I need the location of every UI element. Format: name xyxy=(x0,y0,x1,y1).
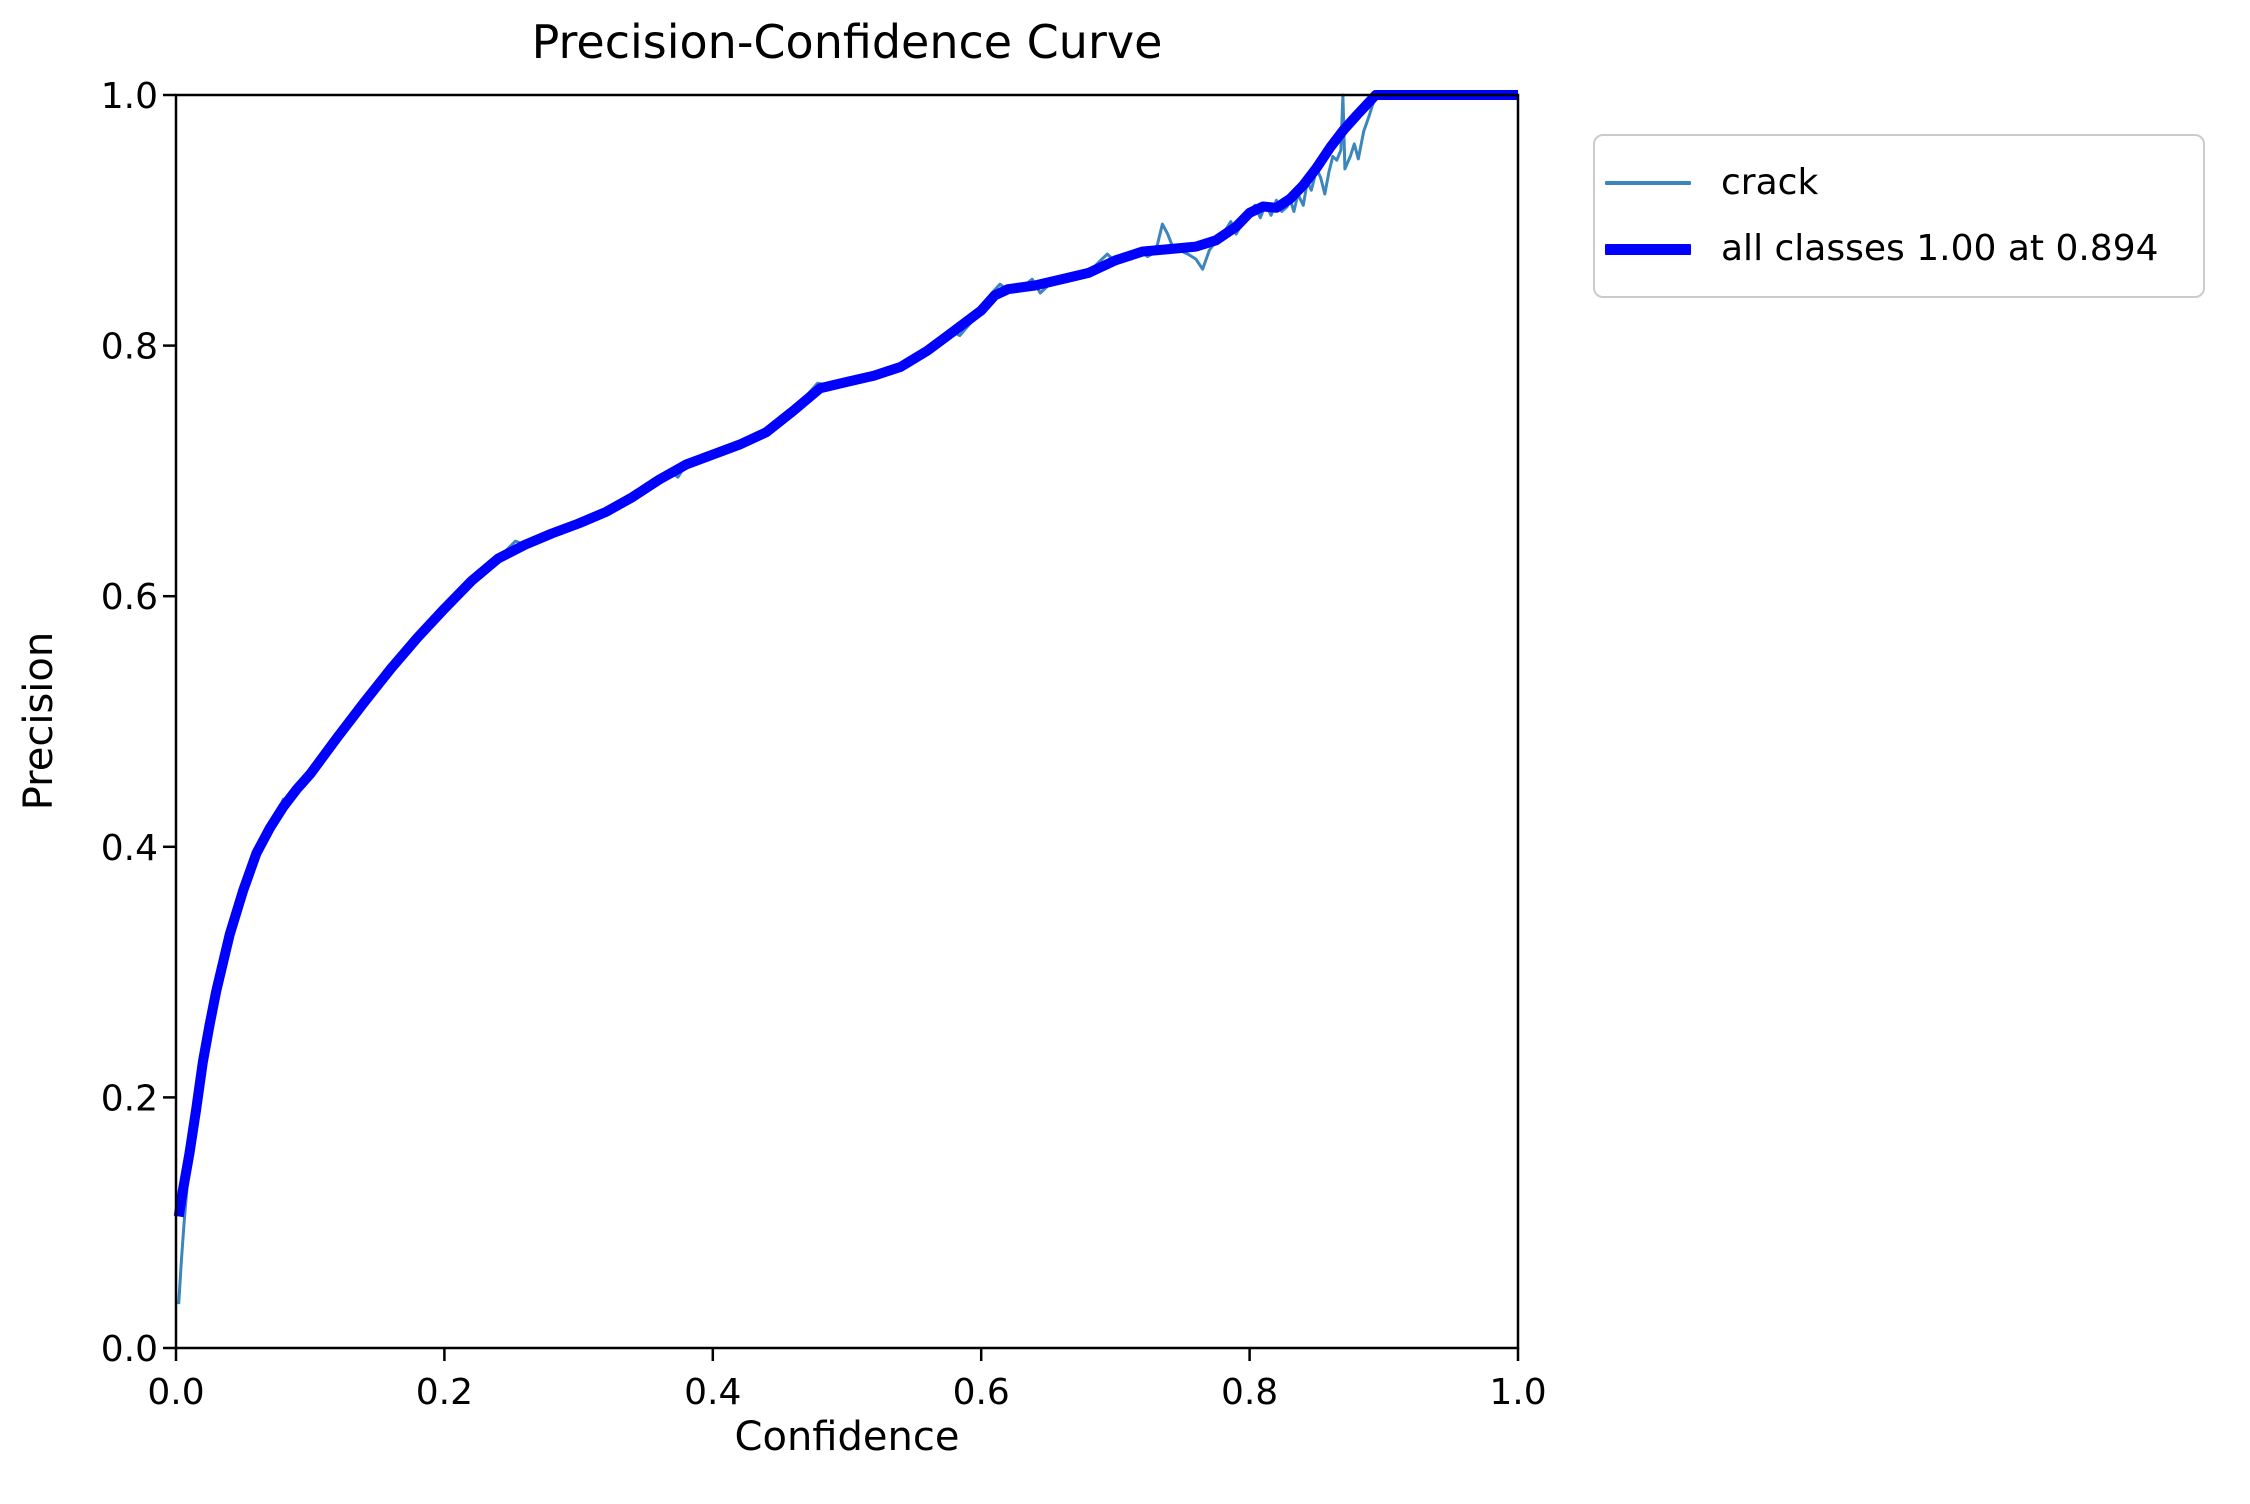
y-tick-label: 0.8 xyxy=(101,327,158,368)
x-tick-label: 1.0 xyxy=(1489,1372,1546,1413)
x-axis-label: Confidence xyxy=(735,1414,960,1460)
legend-label-all-classes: all classes 1.00 at 0.894 xyxy=(1721,228,2159,270)
y-tick-label: 1.0 xyxy=(101,76,158,117)
y-tick-label: 0.0 xyxy=(101,1329,158,1370)
chart-title: Precision-Confidence Curve xyxy=(532,15,1163,69)
x-tick-label: 0.6 xyxy=(953,1372,1010,1413)
curve-all-classes-1-00-at-0-894 xyxy=(173,90,1518,1218)
plot-frame xyxy=(174,93,1520,1350)
y-tick-label: 0.6 xyxy=(101,577,158,618)
legend-item-crack: crack xyxy=(1605,163,2203,203)
crack-line-swatch xyxy=(1605,180,1691,185)
all-classes-line-swatch xyxy=(1605,243,1691,255)
y-axis-label: Precision xyxy=(16,632,62,810)
x-tick-label: 0.8 xyxy=(1221,1372,1278,1413)
y-tick-label: 0.4 xyxy=(101,828,158,869)
y-tick-label: 0.2 xyxy=(101,1078,158,1119)
curve-crack xyxy=(177,93,1518,1305)
plot-area: 0.0 0.2 0.4 0.6 0.8 1.0 0.0 0.2 0.4 0.6 0.8 1.0 xyxy=(101,76,1547,1413)
legend-item-all-classes: all classes 1.00 at 0.894 xyxy=(1605,229,2203,269)
x-tick-label: 0.4 xyxy=(684,1372,741,1413)
legend-box: crack all classes 1.00 at 0.894 xyxy=(1593,134,2205,298)
x-tick-label: 0.0 xyxy=(147,1372,204,1413)
legend-label-crack: crack xyxy=(1721,161,1819,203)
x-tick-label: 0.2 xyxy=(416,1372,473,1413)
